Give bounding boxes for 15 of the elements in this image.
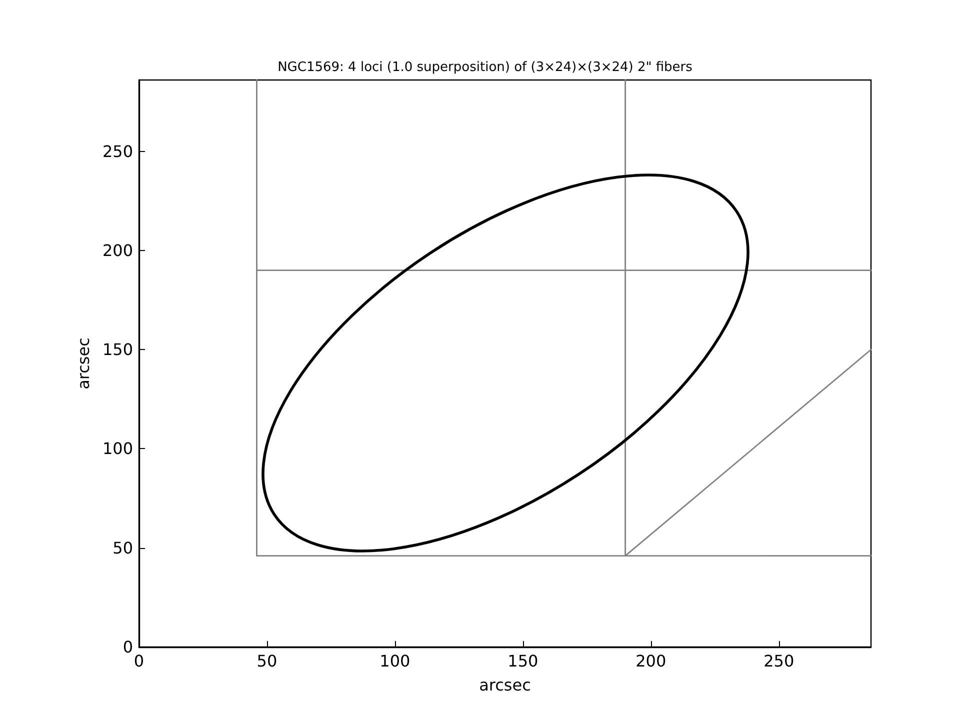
y-tick-label: 200 [102,240,133,260]
y-tick-label: 250 [102,142,133,161]
chart-title: NGC1569: 4 loci (1.0 superposition) of (3×24)×(3×24) 2" fibers [278,60,693,75]
x-tick-label: 150 [508,652,538,670]
x-tick-label: 200 [636,652,666,670]
y-tick-label: 100 [102,439,133,458]
x-tick-label: 100 [380,652,410,670]
y-axis-title: arcsec [74,338,94,390]
x-tick-label: 250 [764,652,794,670]
x-tick-label: 0 [134,652,144,670]
x-tick-label: 50 [256,652,278,670]
x-axis-title: arcsec [479,676,531,694]
y-tick-label: 150 [102,340,133,360]
y-tick-label: 0 [122,638,133,656]
y-tick-label: 50 [112,538,133,558]
